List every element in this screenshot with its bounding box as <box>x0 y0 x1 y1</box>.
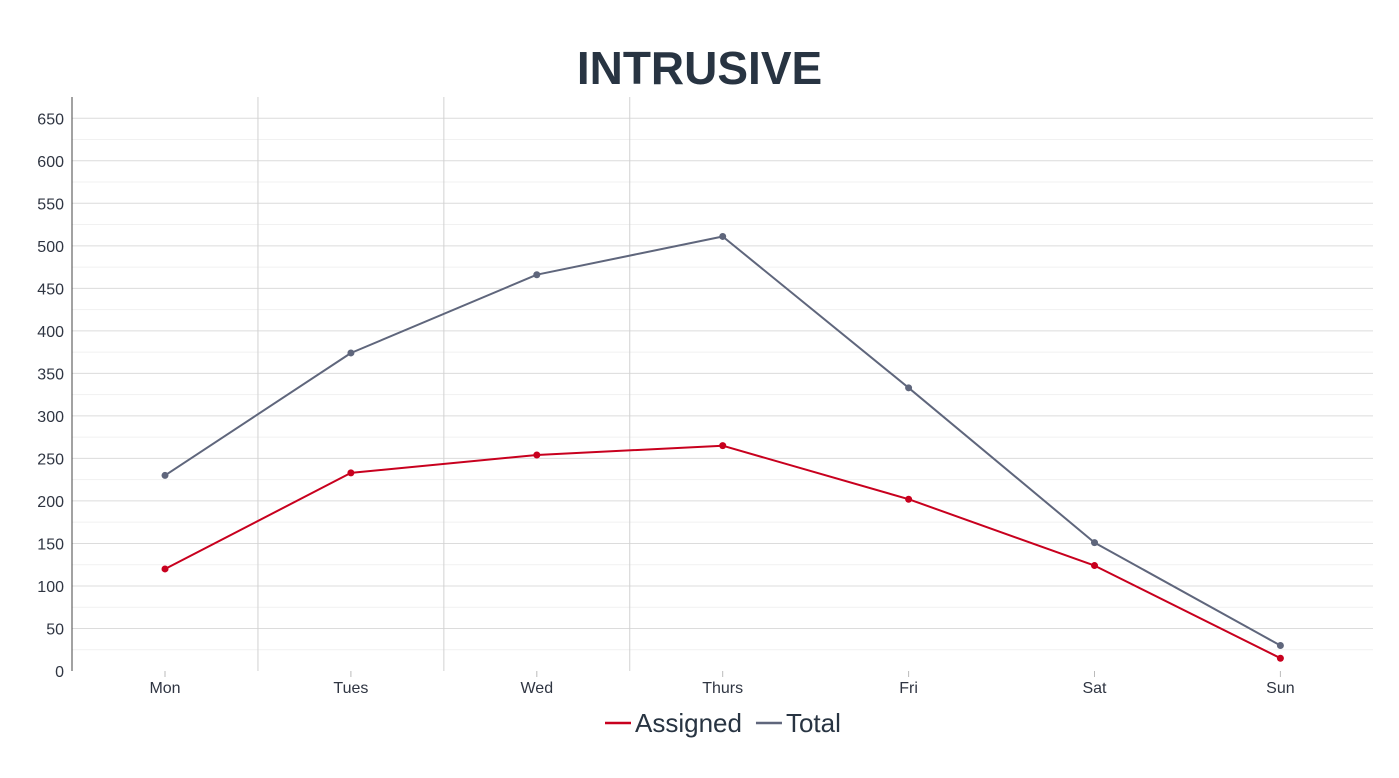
axis-layer: 0 50 100 150 200 250 300 350 400 450 500 550 600 650 M… <box>37 97 1295 697</box>
y-tick-label: 450 <box>37 281 64 298</box>
data-point-total <box>719 232 727 240</box>
x-tick-label: Sun <box>1266 680 1294 697</box>
series-layer <box>161 232 1284 662</box>
y-tick-label: 150 <box>37 536 64 553</box>
x-tick-label: Sat <box>1082 680 1107 697</box>
data-point-assigned <box>347 469 355 477</box>
data-point-total <box>1276 641 1284 649</box>
legend-label-assigned: Assigned <box>635 708 742 738</box>
data-point-total <box>905 384 913 392</box>
data-point-assigned <box>719 442 727 450</box>
y-tick-label: 350 <box>37 366 64 383</box>
series-line-total <box>164 235 1281 647</box>
y-tick-label: 600 <box>37 154 64 171</box>
chart-title: INTRUSIVE <box>576 42 823 94</box>
y-tick-label: 300 <box>37 409 64 426</box>
data-point-assigned <box>533 451 541 459</box>
data-point-assigned <box>905 495 913 503</box>
data-point-total <box>347 349 355 357</box>
data-point-total <box>1091 539 1098 547</box>
y-tick-label: 0 <box>55 664 64 681</box>
y-tick-label: 100 <box>37 579 64 596</box>
y-tick-label: 400 <box>37 324 64 341</box>
y-tick-label: 500 <box>37 239 64 256</box>
legend: Assigned Total <box>605 708 841 738</box>
x-tick-label: Thurs <box>702 680 743 697</box>
legend-label-total: Total <box>786 708 841 738</box>
y-tick-label: 250 <box>37 451 64 468</box>
data-point-assigned <box>1276 654 1284 662</box>
x-tick-label: Mon <box>149 680 180 697</box>
y-tick-label: 550 <box>37 196 64 213</box>
data-point-assigned <box>161 565 169 573</box>
grid-layer <box>72 97 1373 671</box>
x-tick-label: Tues <box>333 680 368 697</box>
y-tick-label: 50 <box>46 621 64 638</box>
x-tick-label: Wed <box>520 680 553 697</box>
x-tick-label: Fri <box>899 680 918 697</box>
data-point-assigned <box>1091 562 1098 570</box>
data-point-total <box>161 471 169 479</box>
data-point-total <box>533 271 541 279</box>
y-tick-label: 200 <box>37 494 64 511</box>
y-tick-label: 650 <box>37 111 64 128</box>
